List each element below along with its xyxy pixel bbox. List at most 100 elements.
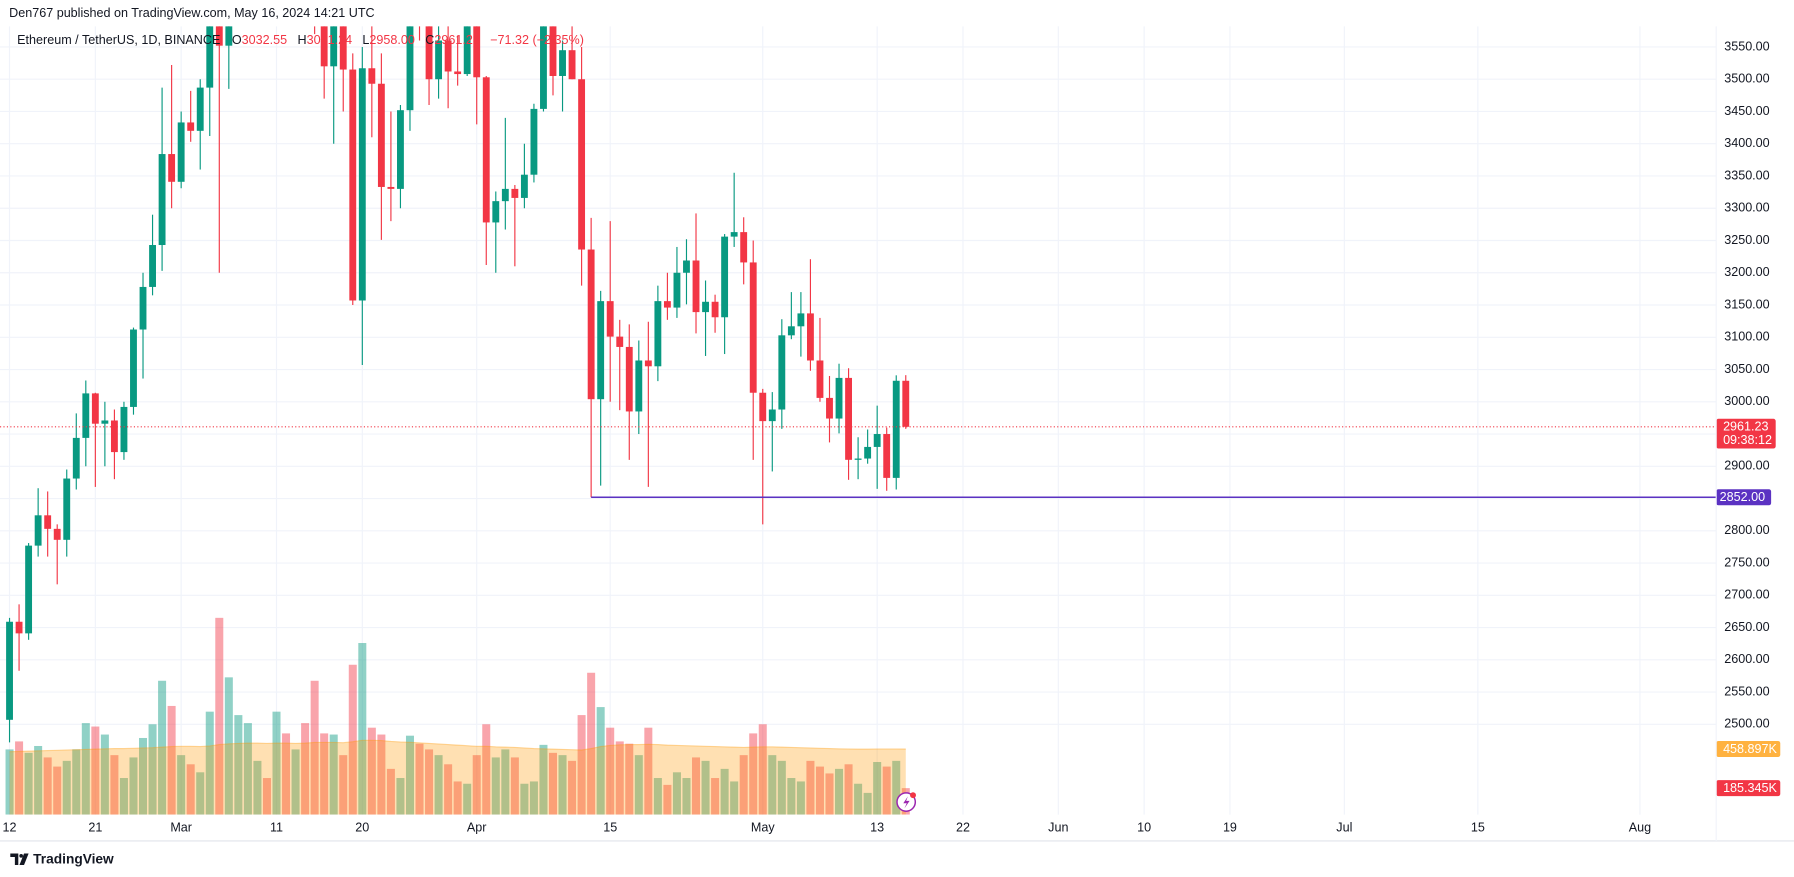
volume-bar xyxy=(34,745,43,815)
volume-bar xyxy=(711,778,720,815)
candle-body xyxy=(711,301,719,318)
candle-body xyxy=(6,621,13,720)
brand-logo-t xyxy=(10,853,19,865)
volume-bar xyxy=(663,784,672,815)
candle-body xyxy=(845,377,852,460)
volume-bar xyxy=(5,749,14,815)
volume-bar xyxy=(548,752,558,815)
x-tick-label: 20 xyxy=(355,821,369,835)
volume-ma-label: 458.897K xyxy=(1723,742,1777,756)
candle-body xyxy=(616,336,624,347)
volume-bar xyxy=(758,724,767,815)
candle-body xyxy=(72,437,80,479)
volume-bar xyxy=(854,783,863,815)
x-tick-label: 19 xyxy=(1223,821,1237,835)
volume-bar xyxy=(806,760,815,815)
volume-bar xyxy=(262,778,271,815)
volume-bar xyxy=(196,772,205,815)
x-tick-label: Aug xyxy=(1629,821,1651,835)
candle-body xyxy=(377,83,385,187)
candle-body xyxy=(520,174,528,198)
candle-body xyxy=(854,458,862,460)
y-tick-label: 2800.00 xyxy=(1724,523,1769,537)
candle-body xyxy=(559,50,566,76)
candle-body xyxy=(158,154,166,246)
volume-bar xyxy=(653,778,662,815)
legend: Ethereum / TetherUS, 1D, BINANCE O3032.5… xyxy=(17,34,584,48)
level-label: 2852.00 xyxy=(1720,490,1765,504)
last-price-box xyxy=(1716,418,1776,449)
countdown-label: 09:38:12 xyxy=(1723,433,1772,447)
volume-bar xyxy=(282,733,291,815)
volume-bar xyxy=(873,762,882,815)
x-tick-label: 22 xyxy=(956,821,970,835)
x-tick-label: 13 xyxy=(870,821,884,835)
volume-bar xyxy=(215,617,224,815)
volume-bar xyxy=(405,735,414,815)
candle-body xyxy=(482,77,490,223)
candle-body xyxy=(540,26,547,109)
volume-bar xyxy=(415,743,424,815)
icon-dot xyxy=(910,792,916,799)
y-tick-label: 3550.00 xyxy=(1724,39,1769,53)
candle-body xyxy=(692,260,700,313)
volume-bar xyxy=(348,664,357,815)
volume-bar xyxy=(139,737,148,815)
volume-bar xyxy=(796,781,805,815)
candle-body xyxy=(101,420,109,424)
candle-body xyxy=(463,26,471,75)
volume-bar xyxy=(501,749,510,815)
candle-body xyxy=(673,272,681,308)
volume-label: 185.345K xyxy=(1723,781,1777,795)
candle-body xyxy=(873,434,881,447)
volume-bar xyxy=(177,755,186,815)
volume-bar xyxy=(529,781,538,815)
symbol-title: Ethereum / TetherUS, 1D, BINANCE xyxy=(17,34,220,48)
volume-bar xyxy=(15,741,24,815)
candle-body xyxy=(82,393,90,438)
volume-bar xyxy=(24,752,33,815)
volume-bar xyxy=(186,764,195,815)
volume-bar xyxy=(444,764,453,815)
replay-icon xyxy=(896,792,917,812)
volume-ma-line xyxy=(9,739,906,753)
volume-bar xyxy=(100,734,109,815)
volume-bar xyxy=(739,755,748,815)
candle-body xyxy=(759,392,767,422)
y-tick-label: 2500.00 xyxy=(1724,717,1769,731)
candle-body xyxy=(797,313,805,327)
volume-bar xyxy=(482,724,491,815)
volume-bar xyxy=(72,749,81,815)
brand-logo-dot xyxy=(19,853,23,858)
candle-body xyxy=(215,26,223,46)
volume-bar xyxy=(825,773,834,815)
y-tick-label: 2700.00 xyxy=(1724,588,1769,602)
volume-bar xyxy=(453,781,462,815)
candle-body xyxy=(835,377,843,419)
candle-body xyxy=(110,420,118,453)
volume-bar xyxy=(615,741,624,815)
axes: 12 21 Mar 11 20 Apr 15 May 13 22 Jun 10 19 Jul 15 Aug 25… xyxy=(3,39,1781,835)
candle-body xyxy=(454,71,462,75)
y-tick-label: 3000.00 xyxy=(1724,394,1769,408)
volume-bar xyxy=(625,743,634,815)
change: −71.32 (−2.35%) xyxy=(490,34,584,48)
ohlc-value: 2958.00 xyxy=(369,34,414,48)
candle-body xyxy=(397,110,404,189)
candle-body xyxy=(435,40,443,80)
candle-body xyxy=(816,360,824,398)
volume-bar xyxy=(568,760,577,815)
volume-bar xyxy=(386,768,395,815)
volume-bar xyxy=(272,711,281,815)
volume-bar xyxy=(243,723,252,815)
candle-body xyxy=(606,301,614,337)
volume-bar xyxy=(835,768,844,815)
candle-body xyxy=(91,393,99,424)
candle-body xyxy=(597,301,605,400)
volume-bar xyxy=(701,760,710,815)
volume-bar xyxy=(377,734,386,815)
candle-body xyxy=(358,68,366,301)
y-tick-label: 3350.00 xyxy=(1724,168,1769,182)
volume-bar xyxy=(91,726,100,815)
